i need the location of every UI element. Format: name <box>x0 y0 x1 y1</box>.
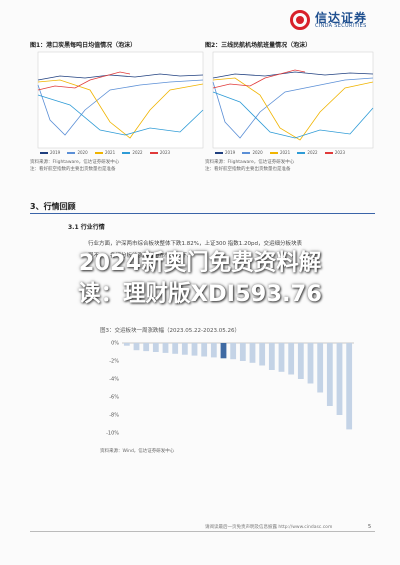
legend-item: 2023 <box>324 150 345 155</box>
bar <box>307 343 314 384</box>
section-title: 3、行情回顾 <box>30 202 76 211</box>
y-tick-label: -8% <box>109 413 119 419</box>
body-paragraph: 行业方面，沪深两市综合板块整体下跌1.82%，上证300 指数1.20pd，交运… <box>88 238 370 262</box>
legend-item: 2019 <box>215 150 235 155</box>
legend-item: 2022 <box>122 150 143 155</box>
bar <box>191 343 198 356</box>
bar <box>249 343 256 363</box>
bar <box>220 343 227 359</box>
bar <box>317 343 324 393</box>
bar <box>143 343 150 352</box>
legend-item: 2020 <box>242 150 263 155</box>
figure-2-line-chart <box>212 51 374 149</box>
y-tick-label: 0% <box>111 341 119 347</box>
logo-text-cn: 信达证券 <box>315 11 368 25</box>
y-tick-label: -10% <box>106 431 119 437</box>
legend-item: 2021 <box>94 150 115 155</box>
logo-mark-icon <box>290 10 310 30</box>
figure-2-legend: 2019 2020 2021 2022 2023 <box>215 150 380 155</box>
bar <box>239 343 246 361</box>
bar <box>288 343 295 375</box>
figure-1-note: 注：看好航空指数的主要出货数量也是准备 <box>30 167 116 172</box>
bar <box>259 343 266 366</box>
figure-1-source: 资料来源：Flightaware，信达证券研发中心 <box>30 160 120 165</box>
bar-chart: 0% -2% -4% -6% -8% -10% <box>100 335 360 451</box>
legend-item: 2023 <box>149 150 170 155</box>
footer-text: 请阅读最后一页免责声明及信息披露 http://www.cindasc.com <box>205 525 333 530</box>
legend-item: 2019 <box>40 150 60 155</box>
section-divider <box>30 213 375 214</box>
company-logo: 信达证券 CINDA SECURITIES <box>290 9 390 31</box>
bar-chart-source: 资料来源：Wind，信达证券研发中心 <box>100 449 175 454</box>
bar <box>326 343 333 406</box>
bar <box>297 343 304 379</box>
figure-1-title: 图1：港口炭黑每吨日均值情况（泡沫） <box>30 42 137 49</box>
bar-chart-title: 图3：交运板块一周涨跌幅（2023.05.22-2023.05.26） <box>100 328 240 334</box>
banner-line-2: 读：理财版XDI593.76 <box>78 281 322 307</box>
bar <box>181 343 188 355</box>
y-tick-label: -6% <box>109 395 119 401</box>
bar <box>162 343 169 353</box>
figure-1-line-chart <box>37 51 204 149</box>
legend-item: 2020 <box>67 150 88 155</box>
bar-chart-svg: 0% -2% -4% -6% -8% -10% <box>106 341 354 437</box>
overlay-banner: 2024新奥门免费资料解 读：理财版XDI593.76 <box>0 248 400 310</box>
banner-line-1: 2024新奥门免费资料解 <box>78 250 322 276</box>
bar <box>210 343 217 358</box>
figure-2: 图2：三线民航机场航班量情况（泡沫） 2019 2020 2021 2022 2… <box>205 40 380 172</box>
figure-1-legend: 2019 2020 2021 2022 2023 <box>40 150 205 155</box>
bar <box>152 343 159 352</box>
bar <box>201 343 208 357</box>
bar <box>123 343 130 346</box>
y-tick-label: -2% <box>109 359 119 365</box>
figure-1: 图1：港口炭黑每吨日均值情况（泡沫） 2019 2020 2021 2022 2… <box>30 40 205 172</box>
legend-item: 2022 <box>297 150 318 155</box>
y-tick-label: -4% <box>109 377 119 383</box>
logo-text-en: CINDA SECURITIES <box>315 23 367 29</box>
bar <box>268 343 275 370</box>
legend-item: 2021 <box>269 150 290 155</box>
body-line: 行业方面，沪深两市综合板块整体下跌1.82%，上证300 指数1.20pd，交运… <box>88 241 302 247</box>
subsection-title: 3.1 行业行情 <box>68 224 105 231</box>
bar <box>278 343 285 372</box>
footer-divider <box>30 531 375 532</box>
figure-2-note: 注：看好航空指数的主要出货数量也是准备 <box>205 167 291 172</box>
bar <box>346 343 353 430</box>
figure-2-source: 资料来源：Flightaware，信达证券研发中心 <box>205 160 295 165</box>
body-line: 现不一，各细分板块涨跌幅分布情况如下。 <box>88 253 193 259</box>
bar <box>133 343 140 351</box>
bar <box>172 343 179 354</box>
page-number: 5 <box>368 524 372 530</box>
bar <box>336 343 343 415</box>
figure-2-title: 图2：三线民航机场航班量情况（泡沫） <box>205 42 312 49</box>
bar <box>230 343 237 360</box>
